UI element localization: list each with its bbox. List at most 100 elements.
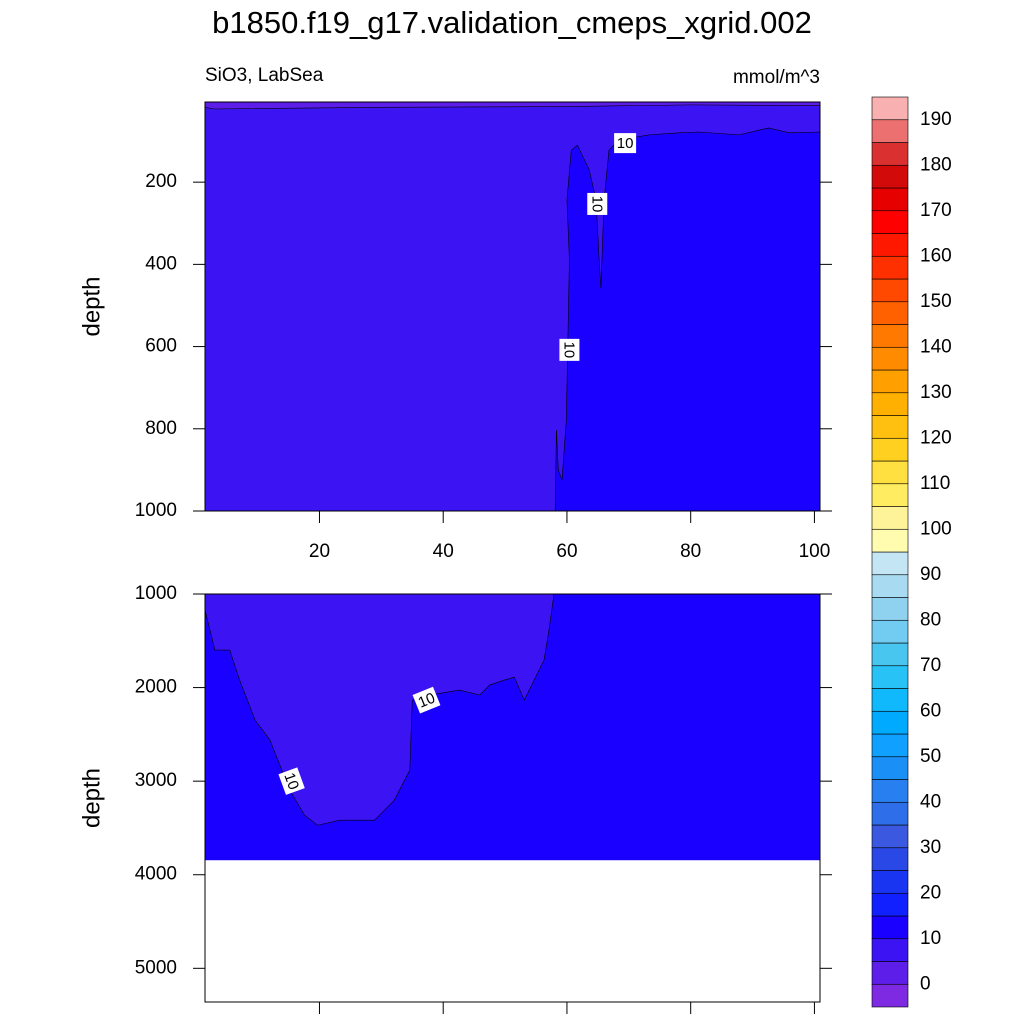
colorbar-label: 60 bbox=[920, 700, 941, 721]
colorbar-box bbox=[871, 278, 909, 303]
colorbar-label: 80 bbox=[920, 609, 941, 630]
y-tick-label: 1000 bbox=[135, 583, 177, 604]
colorbar-box bbox=[871, 506, 909, 530]
contour-label-text: 10 bbox=[588, 196, 605, 213]
contour-label: 10 bbox=[412, 686, 441, 714]
contour-label-box bbox=[412, 686, 441, 714]
colorbar-box bbox=[871, 779, 909, 803]
y-tick-label: 2000 bbox=[135, 677, 177, 698]
colorbar-box bbox=[871, 892, 909, 917]
colorbar-box bbox=[871, 369, 909, 394]
colorbar-box bbox=[871, 870, 909, 894]
colorbar-label: 40 bbox=[920, 791, 941, 812]
colorbar-label: 110 bbox=[920, 473, 950, 494]
colorbar-box bbox=[871, 164, 909, 189]
y-tick-label: 4000 bbox=[135, 864, 177, 885]
colorbar-label: 120 bbox=[920, 427, 952, 448]
plot-area: 10 10 10 bbox=[205, 102, 820, 511]
subtitle-left: SiO3, LabSea bbox=[205, 65, 324, 86]
colorbar-box bbox=[871, 961, 909, 985]
colorbar-label: 150 bbox=[920, 291, 952, 312]
colorbar-box bbox=[871, 574, 909, 598]
y-tick-label: 600 bbox=[145, 336, 177, 357]
x-tick-label: 80 bbox=[680, 541, 701, 562]
contour-label-text: 10 bbox=[617, 135, 634, 152]
colorbar-box bbox=[871, 733, 909, 758]
contour-label: 10 bbox=[614, 133, 637, 154]
x-tick-label: 20 bbox=[309, 541, 330, 562]
colorbar-box bbox=[871, 915, 909, 940]
contour-region bbox=[554, 127, 820, 511]
colorbar-box bbox=[871, 801, 909, 826]
colorbar-box bbox=[871, 437, 909, 462]
colorbar-box bbox=[871, 324, 909, 348]
colorbar-box bbox=[871, 688, 909, 712]
colorbar-box bbox=[871, 119, 909, 143]
colorbar-label: 30 bbox=[920, 837, 941, 858]
y-tick-label: 5000 bbox=[135, 957, 177, 978]
y-axis-label: depth bbox=[78, 768, 105, 828]
colorbar-box bbox=[871, 255, 909, 280]
x-tick-label: 60 bbox=[556, 541, 577, 562]
contour-region bbox=[205, 594, 555, 826]
colorbar-label: 70 bbox=[920, 655, 941, 676]
contour-label-text: 10 bbox=[416, 690, 438, 712]
colorbar-box bbox=[871, 528, 909, 553]
colorbar-box bbox=[871, 665, 909, 689]
chart-title: b1850.f19_g17.validation_cmeps_xgrid.002 bbox=[212, 5, 812, 40]
plot-area: 10 10 bbox=[205, 594, 820, 861]
y-axis-label: depth bbox=[78, 276, 105, 336]
x-tick-label: 100 bbox=[799, 541, 831, 562]
colorbar-box bbox=[871, 983, 909, 1008]
colorbar-box bbox=[871, 619, 909, 644]
plot-frame bbox=[204, 101, 821, 512]
colorbar-box bbox=[871, 392, 909, 416]
colorbar-box bbox=[871, 597, 909, 621]
contour-label-box bbox=[559, 338, 580, 361]
colorbar-box bbox=[871, 756, 909, 780]
contour-label: 10 bbox=[278, 767, 305, 795]
colorbar-box bbox=[871, 210, 909, 234]
contour-label-box bbox=[614, 133, 637, 154]
y-tick-label: 800 bbox=[145, 418, 177, 439]
colorbar-box bbox=[871, 483, 909, 507]
y-tick-label: 400 bbox=[145, 253, 177, 274]
colorbar-label: 10 bbox=[920, 928, 941, 949]
colorbar-label: 190 bbox=[920, 109, 952, 130]
colorbar-label: 100 bbox=[920, 518, 952, 539]
x-tick-label: 40 bbox=[433, 541, 454, 562]
plot-frame bbox=[204, 593, 821, 1003]
colorbar-label: 130 bbox=[920, 382, 952, 403]
y-tick-label: 1000 bbox=[135, 500, 177, 521]
colorbar-box bbox=[871, 187, 909, 212]
colorbar-label: 50 bbox=[920, 746, 941, 767]
contour-region bbox=[205, 102, 820, 110]
colorbar-label: 160 bbox=[920, 245, 952, 266]
contour-label: 10 bbox=[559, 338, 580, 361]
colorbar-box bbox=[871, 142, 909, 166]
colorbar-box bbox=[871, 847, 909, 871]
subtitle-right: mmol/m^3 bbox=[733, 67, 820, 88]
y-tick-label: 3000 bbox=[135, 770, 177, 791]
contour-label-text: 10 bbox=[560, 342, 577, 359]
colorbar-box bbox=[871, 642, 909, 667]
colorbar-box bbox=[871, 415, 909, 439]
contour-label-box bbox=[587, 192, 608, 215]
colorbar-label: 140 bbox=[920, 336, 952, 357]
colorbar-box bbox=[871, 710, 909, 735]
contour-label: 10 bbox=[587, 192, 608, 215]
colorbar-box bbox=[871, 460, 909, 485]
colorbar-box bbox=[871, 346, 909, 371]
colorbar-box bbox=[871, 301, 909, 325]
colorbar-box bbox=[871, 551, 909, 576]
colorbar-label: 180 bbox=[920, 154, 952, 175]
contour-label-box bbox=[278, 767, 305, 795]
y-tick-label: 200 bbox=[145, 171, 177, 192]
colorbar-label: 170 bbox=[920, 200, 952, 221]
colorbar-label: 20 bbox=[920, 882, 941, 903]
colorbar-box bbox=[871, 233, 909, 257]
colorbar-box bbox=[871, 938, 909, 962]
colorbar-box bbox=[871, 96, 909, 121]
colorbar-label: 0 bbox=[920, 973, 931, 994]
